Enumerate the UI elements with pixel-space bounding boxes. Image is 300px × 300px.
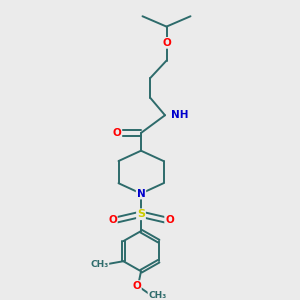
Text: CH₃: CH₃ bbox=[148, 291, 166, 300]
Text: CH₃: CH₃ bbox=[90, 260, 109, 269]
Text: S: S bbox=[137, 209, 145, 219]
Text: O: O bbox=[132, 281, 141, 291]
Text: O: O bbox=[162, 38, 171, 48]
Text: O: O bbox=[165, 215, 174, 225]
Text: O: O bbox=[108, 215, 117, 225]
Text: O: O bbox=[112, 128, 122, 138]
Text: NH: NH bbox=[171, 110, 188, 120]
Text: N: N bbox=[136, 189, 146, 199]
